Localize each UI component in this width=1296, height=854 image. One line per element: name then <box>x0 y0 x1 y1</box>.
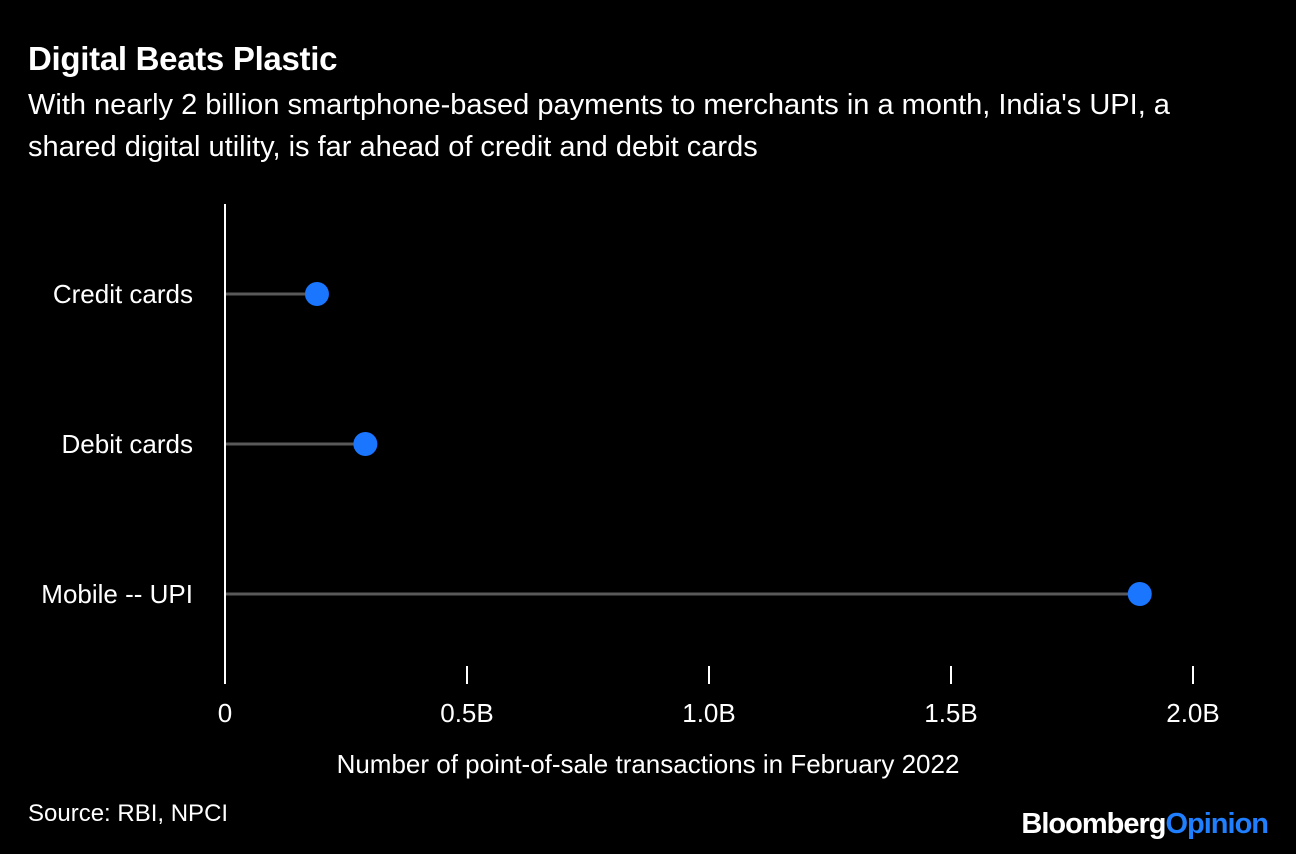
tick-labels-group: 0 0.5B 1.0B 1.5B 2.0B <box>218 698 1220 728</box>
x-tick-label-4: 2.0B <box>1166 698 1220 728</box>
x-tick-label-1: 0.5B <box>440 698 494 728</box>
source-note: Source: RBI, NPCI <box>28 800 229 827</box>
category-label-0: Credit cards <box>53 279 193 309</box>
brand-opinion: Opinion <box>1165 808 1269 840</box>
category-label-2: Mobile -- UPI <box>41 579 193 609</box>
category-label-1: Debit cards <box>62 429 194 459</box>
data-point-2 <box>1127 582 1152 606</box>
x-axis-label: Number of point-of-sale transactions in … <box>337 749 960 779</box>
x-tick-label-0: 0 <box>218 698 232 728</box>
data-point-0 <box>304 282 329 306</box>
bloomberg-opinion-logo: BloombergOpinion <box>1021 808 1269 841</box>
lollipop-chart: Credit cards Debit cards Mobile -- UPI 0 0.… <box>41 204 1220 779</box>
chart-subtitle: With nearly 2 billion smartphone-based p… <box>28 89 1170 163</box>
x-tick-label-2: 1.0B <box>682 698 736 728</box>
dots-group <box>304 282 1152 606</box>
x-ticks-group <box>466 666 1194 684</box>
data-point-1 <box>353 432 378 456</box>
x-tick-label-3: 1.5B <box>924 698 978 728</box>
brand-bloomberg: Bloomberg <box>1021 808 1166 840</box>
category-labels-group: Credit cards Debit cards Mobile -- UPI <box>41 279 193 609</box>
stems-group <box>225 292 1140 596</box>
chart-title: Digital Beats Plastic <box>28 40 338 77</box>
